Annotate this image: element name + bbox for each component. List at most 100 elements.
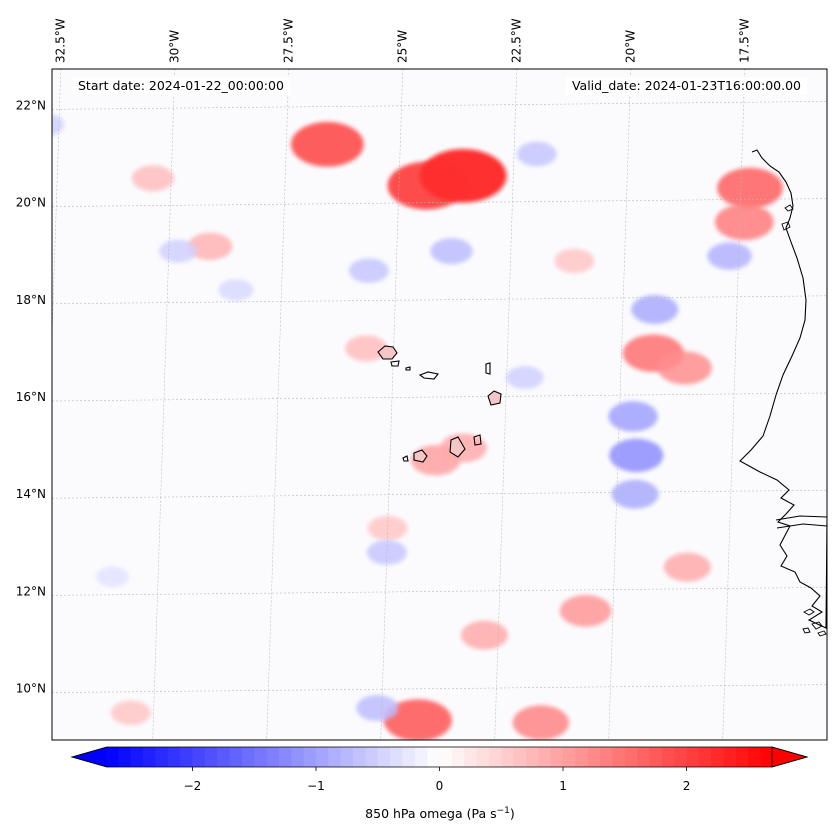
colorbar-band-23 (390, 747, 403, 767)
latitude-tick-labels: 22°N 20°N 18°N 16°N 14°N 12°N 10°N (16, 98, 46, 695)
colorbar-band-47 (686, 747, 700, 767)
colorbar-ticks: −2 −1 0 1 2 (184, 767, 691, 793)
island-santa-luzia (405, 366, 411, 371)
field-blob-28 (348, 258, 389, 283)
colorbar-outline (70, 746, 809, 768)
colorbar-band-11 (241, 747, 255, 767)
map-frame (51, 68, 828, 741)
latitude-label-2: 18°N (16, 293, 46, 307)
colorbar-units-exponent: −1 (496, 806, 510, 816)
colorbar-band-12 (254, 747, 267, 767)
field-blob-16 (345, 335, 388, 362)
colorbar-band-38 (575, 747, 589, 767)
field-blob-26 (430, 238, 473, 265)
colorbar-band-27 (439, 747, 453, 767)
colorbar-band-26 (427, 747, 440, 767)
colorbar-band-53 (760, 747, 774, 767)
field-blob-15 (131, 165, 175, 192)
colorbar-band-50 (723, 747, 737, 767)
parallel-1 (52, 198, 827, 207)
meridian-1 (152, 69, 176, 740)
colorbar-tick-label-0: −2 (184, 779, 202, 793)
latitude-label-0: 22°N (16, 98, 46, 112)
meridian-6 (722, 69, 746, 740)
field-blob-20 (110, 700, 151, 726)
colorbar-band-14 (278, 747, 292, 767)
colorbar-band-35 (538, 747, 552, 767)
colorbar-band-28 (451, 747, 465, 767)
latitude-label-6: 10°N (16, 682, 46, 696)
island-maio (473, 434, 482, 446)
colorbar-units: Pa s (471, 806, 497, 822)
colorbar-band-6 (180, 747, 193, 767)
parallel-4 (52, 489, 827, 499)
island-sao-vicente (390, 360, 400, 367)
island-sao-nicolau (418, 371, 439, 380)
colorbar-band-2 (130, 747, 144, 767)
start-date-label: Start date: 2024-01-22_00:00:00 (72, 77, 290, 95)
field-blob-9 (460, 620, 509, 650)
bissagos-islands (802, 608, 827, 637)
colorbar-band-30 (476, 747, 490, 767)
colorbar-band-36 (550, 747, 564, 767)
colorbar-band-19 (340, 747, 354, 767)
field-blob-14 (187, 232, 233, 261)
colorbar-band-44 (649, 747, 663, 767)
field-blob-10 (383, 699, 452, 740)
colorbar-band-32 (501, 747, 515, 767)
field-blob-25 (707, 242, 752, 270)
field-blob-27 (516, 141, 557, 167)
colorbar-field-name: 850 hPa omega (365, 806, 463, 822)
parallel-3 (52, 392, 827, 402)
colorbar-band-21 (365, 747, 379, 767)
latitude-label-5: 12°N (16, 584, 46, 598)
colorbar-band-7 (192, 747, 206, 767)
meridian-4 (494, 69, 518, 740)
colorbar-band-45 (661, 747, 675, 767)
african-coastline (739, 149, 827, 629)
colorbar-band-10 (229, 747, 243, 767)
field-blob-32 (159, 239, 197, 263)
island-sal (485, 362, 491, 375)
island-santo-antao (377, 345, 398, 360)
colorbar-extend-low (70, 746, 108, 768)
colorbar-band-20 (353, 747, 366, 767)
colorbar-band-31 (488, 747, 502, 767)
meridian-2 (266, 69, 290, 740)
field-blob-2 (290, 121, 364, 167)
island-brava (402, 455, 409, 462)
colorbar-band-29 (464, 747, 477, 767)
colorbar-band-0 (106, 747, 119, 767)
colorbar-band-41 (612, 747, 626, 767)
colorbar-title: 850 hPa omega (Pa s−1) (365, 806, 515, 822)
colorbar-band-33 (513, 747, 527, 767)
colorbar-bands (106, 747, 774, 767)
field-blob-30 (366, 540, 407, 565)
colorbar-tick-label-3: 1 (559, 779, 567, 793)
longitude-label-5: 20°W (624, 30, 638, 63)
field-blob-19 (5, 697, 47, 723)
colorbar-band-51 (735, 747, 749, 767)
longitude-label-4: 22.5°W (510, 18, 524, 63)
parallel-2 (52, 295, 827, 305)
field-blob-7 (559, 594, 612, 627)
latitude-label-3: 16°N (16, 390, 46, 404)
colorbar-band-4 (155, 747, 169, 767)
field-blob-31 (52, 114, 65, 136)
longitude-label-6: 17.5°W (738, 18, 752, 63)
colorbar-band-39 (587, 747, 601, 767)
colorbar-tick-label-4: 2 (683, 779, 691, 793)
colorbar-band-5 (167, 747, 181, 767)
field-blob-22 (608, 401, 658, 432)
colorbar-band-25 (414, 747, 428, 767)
colorbar-band-16 (303, 747, 317, 767)
colorbar-tick-label-2: 0 (436, 779, 444, 793)
colorbar-band-9 (217, 747, 230, 767)
coastal-islet-north (781, 204, 794, 231)
field-blob-29 (356, 695, 399, 722)
colorbar-band-48 (698, 747, 712, 767)
field-blob-4 (714, 203, 774, 241)
longitude-label-2: 27.5°W (282, 18, 296, 63)
colorbar-band-3 (143, 747, 156, 767)
